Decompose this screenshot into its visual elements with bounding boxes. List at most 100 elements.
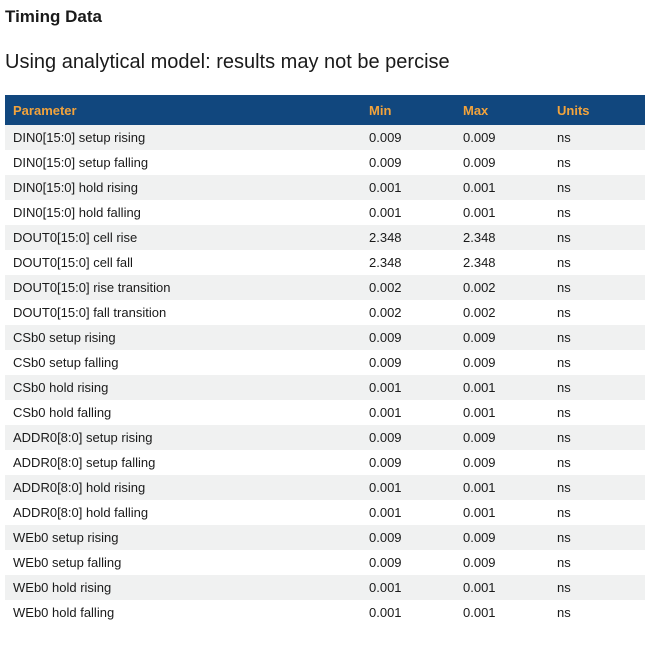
cell-max: 0.009 (463, 530, 496, 545)
cell-min: 0.001 (369, 480, 402, 495)
cell-max: 0.002 (463, 305, 496, 320)
cell-max: 0.001 (463, 205, 496, 220)
cell-max: 0.001 (463, 605, 496, 620)
cell-max: 0.009 (463, 455, 496, 470)
table-row: CSb0 hold falling 0.001 0.001 ns (5, 400, 645, 425)
cell-units: ns (557, 455, 571, 470)
cell-min: 0.009 (369, 355, 402, 370)
cell-units: ns (557, 605, 571, 620)
cell-max: 0.009 (463, 130, 496, 145)
page-title: Timing Data (5, 7, 102, 26)
table-row: CSb0 hold rising 0.001 0.001 ns (5, 375, 645, 400)
page-subtitle: Using analytical model: results may not … (5, 51, 450, 73)
cell-min: 0.009 (369, 555, 402, 570)
table-row: WEb0 hold falling 0.001 0.001 ns (5, 600, 645, 625)
table-header-row: Parameter Min Max Units (5, 95, 645, 125)
cell-parameter: CSb0 setup rising (13, 330, 116, 345)
report-page: Timing Data Using analytical model: resu… (5, 7, 645, 625)
cell-max: 0.001 (463, 180, 496, 195)
cell-parameter: WEb0 hold rising (13, 580, 112, 595)
cell-units: ns (557, 430, 571, 445)
cell-max: 0.002 (463, 280, 496, 295)
cell-max: 0.001 (463, 380, 496, 395)
cell-parameter: DIN0[15:0] setup rising (13, 130, 146, 145)
cell-parameter: DIN0[15:0] hold falling (13, 205, 141, 220)
cell-min: 0.002 (369, 280, 402, 295)
cell-units: ns (557, 555, 571, 570)
cell-units: ns (557, 330, 571, 345)
cell-max: 0.009 (463, 330, 496, 345)
cell-units: ns (557, 180, 571, 195)
cell-units: ns (557, 405, 571, 420)
cell-min: 0.009 (369, 330, 402, 345)
cell-max: 2.348 (463, 255, 496, 270)
cell-min: 0.001 (369, 580, 402, 595)
table-row: ADDR0[8:0] setup rising 0.009 0.009 ns (5, 425, 645, 450)
cell-min: 0.009 (369, 155, 402, 170)
cell-parameter: WEb0 hold falling (13, 605, 115, 620)
timing-table-body: DIN0[15:0] setup rising 0.009 0.009 ns D… (5, 125, 645, 625)
cell-min: 0.001 (369, 380, 402, 395)
table-row: DOUT0[15:0] fall transition 0.002 0.002 … (5, 300, 645, 325)
table-row: DOUT0[15:0] rise transition 0.002 0.002 … (5, 275, 645, 300)
table-row: ADDR0[8:0] hold rising 0.001 0.001 ns (5, 475, 645, 500)
cell-parameter: CSb0 setup falling (13, 355, 119, 370)
cell-max: 0.001 (463, 580, 496, 595)
cell-max: 0.009 (463, 355, 496, 370)
col-header-min: Min (369, 102, 392, 118)
table-row: WEb0 hold rising 0.001 0.001 ns (5, 575, 645, 600)
cell-min: 0.009 (369, 455, 402, 470)
table-row: CSb0 setup rising 0.009 0.009 ns (5, 325, 645, 350)
cell-parameter: DOUT0[15:0] rise transition (13, 280, 171, 295)
cell-parameter: DIN0[15:0] setup falling (13, 155, 149, 170)
cell-max: 0.001 (463, 405, 496, 420)
cell-max: 0.001 (463, 480, 496, 495)
cell-max: 0.001 (463, 505, 496, 520)
cell-parameter: ADDR0[8:0] setup rising (13, 430, 153, 445)
cell-max: 0.009 (463, 155, 496, 170)
cell-min: 0.001 (369, 180, 402, 195)
cell-min: 0.001 (369, 405, 402, 420)
table-row: WEb0 setup falling 0.009 0.009 ns (5, 550, 645, 575)
table-row: DIN0[15:0] hold falling 0.001 0.001 ns (5, 200, 645, 225)
col-header-max: Max (463, 102, 489, 118)
cell-parameter: CSb0 hold rising (13, 380, 109, 395)
cell-min: 0.001 (369, 505, 402, 520)
cell-min: 0.009 (369, 530, 402, 545)
cell-units: ns (557, 130, 571, 145)
cell-parameter: ADDR0[8:0] setup falling (13, 455, 156, 470)
table-row: ADDR0[8:0] setup falling 0.009 0.009 ns (5, 450, 645, 475)
table-row: CSb0 setup falling 0.009 0.009 ns (5, 350, 645, 375)
cell-units: ns (557, 380, 571, 395)
table-row: ADDR0[8:0] hold falling 0.001 0.001 ns (5, 500, 645, 525)
cell-parameter: DOUT0[15:0] cell rise (13, 230, 138, 245)
col-header-parameter: Parameter (13, 102, 77, 118)
table-row: DIN0[15:0] setup falling 0.009 0.009 ns (5, 150, 645, 175)
table-row: DOUT0[15:0] cell rise 2.348 2.348 ns (5, 225, 645, 250)
cell-units: ns (557, 355, 571, 370)
cell-units: ns (557, 280, 571, 295)
cell-units: ns (557, 480, 571, 495)
cell-parameter: CSb0 hold falling (13, 405, 112, 420)
cell-parameter: WEb0 setup falling (13, 555, 122, 570)
cell-units: ns (557, 505, 571, 520)
cell-min: 2.348 (369, 255, 402, 270)
cell-min: 0.009 (369, 430, 402, 445)
cell-units: ns (557, 580, 571, 595)
cell-parameter: ADDR0[8:0] hold falling (13, 505, 149, 520)
timing-data-table: Parameter Min Max Units DIN0[15:0] setup… (5, 95, 645, 625)
cell-units: ns (557, 155, 571, 170)
cell-min: 0.002 (369, 305, 402, 320)
cell-units: ns (557, 230, 571, 245)
cell-parameter: DIN0[15:0] hold rising (13, 180, 139, 195)
col-header-units: Units (557, 102, 590, 118)
cell-max: 0.009 (463, 555, 496, 570)
cell-parameter: ADDR0[8:0] hold rising (13, 480, 146, 495)
cell-min: 0.001 (369, 605, 402, 620)
cell-parameter: WEb0 setup rising (13, 530, 119, 545)
cell-parameter: DOUT0[15:0] cell fall (13, 255, 133, 270)
table-row: DOUT0[15:0] cell fall 2.348 2.348 ns (5, 250, 645, 275)
cell-min: 0.009 (369, 130, 402, 145)
table-row: WEb0 setup rising 0.009 0.009 ns (5, 525, 645, 550)
cell-min: 2.348 (369, 230, 402, 245)
